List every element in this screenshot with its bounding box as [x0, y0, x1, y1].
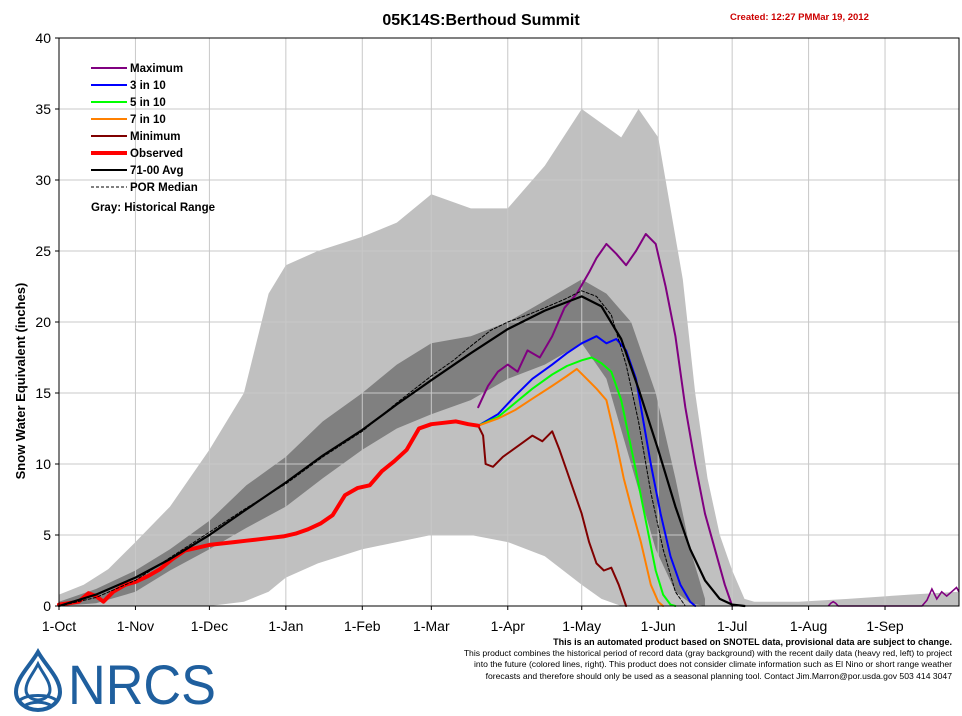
legend-item-label: 7 in 10 [130, 114, 166, 126]
series-line-maximum-tail [827, 586, 960, 607]
y-tick-label: 20 [35, 314, 51, 330]
x-tick-label: 1-Jun [641, 618, 676, 634]
legend-item-label: Minimum [130, 131, 180, 143]
nrcs-logo: NRCS [13, 648, 216, 712]
legend-item-label: 71-00 Avg [130, 165, 183, 177]
footer-line-4: forecasts and therefore should only be u… [485, 670, 952, 681]
y-tick-label: 30 [35, 172, 51, 188]
legend-item-label: 3 in 10 [130, 80, 166, 92]
disclaimer-footer: This is an automated product based on SN… [262, 637, 952, 682]
legend-note: Gray: Historical Range [91, 202, 215, 214]
series-line-71-00-avg [57, 295, 746, 608]
legend: Maximum 3 in 10 5 in 10 7 in 10 Minimum Obser… [91, 63, 215, 214]
series-line-maximum [477, 233, 734, 607]
x-tick-label: 1-Jan [268, 618, 303, 634]
legend-item-label: Maximum [130, 63, 183, 75]
x-tick-label: 1-Dec [191, 618, 228, 634]
plot-area: 0 5 10 15 20 25 30 35 40 1-Oct 1-Nov 1-Dec 1-Jan 1-Fe… [35, 30, 960, 634]
y-tick-label: 10 [35, 456, 51, 472]
logo-text: NRCS [68, 653, 216, 712]
footer-line-3: into the future (colored lines, right). … [474, 659, 952, 670]
series-line-7-in-10 [477, 367, 665, 607]
y-tick-label: 35 [35, 101, 51, 117]
water-drop-icon [13, 648, 63, 712]
footer-line-2: This product combines the historical per… [463, 648, 952, 659]
y-tick-label: 15 [35, 385, 51, 401]
x-tick-label: 1-May [562, 618, 601, 634]
y-tick-label: 25 [35, 243, 51, 259]
series-line-por-median [58, 290, 686, 607]
x-tick-label: 1-Aug [790, 618, 827, 634]
legend-item-label: 5 in 10 [130, 97, 166, 109]
legend-item-label: POR Median [130, 182, 198, 194]
y-axis-label: Snow Water Equivalent (inches) [13, 283, 28, 480]
y-tick-label: 0 [43, 598, 51, 614]
x-tick-label: 1-Oct [42, 618, 76, 634]
x-tick-label: 1-Feb [344, 618, 381, 634]
footer-line-1: This is an automated product based on SN… [553, 637, 952, 647]
x-tick-label: 1-Nov [117, 618, 154, 634]
series-line-5-in-10 [477, 356, 677, 607]
x-tick-label: 1-Apr [491, 618, 526, 634]
chart-title: 05K14S:Berthoud Summit [382, 12, 580, 29]
y-tick-label: 5 [43, 527, 51, 543]
x-tick-label: 1-Mar [413, 618, 450, 634]
legend-item-label: Observed [130, 148, 183, 160]
x-tick-label: 1-Sep [866, 618, 904, 634]
y-tick-label: 40 [35, 30, 51, 46]
series-line-minimum [477, 424, 628, 607]
created-timestamp: Created: 12:27 PMMar 19, 2012 [730, 12, 869, 23]
x-tick-label: 1-Jul [717, 618, 747, 634]
series-line-3-in-10 [477, 335, 697, 607]
